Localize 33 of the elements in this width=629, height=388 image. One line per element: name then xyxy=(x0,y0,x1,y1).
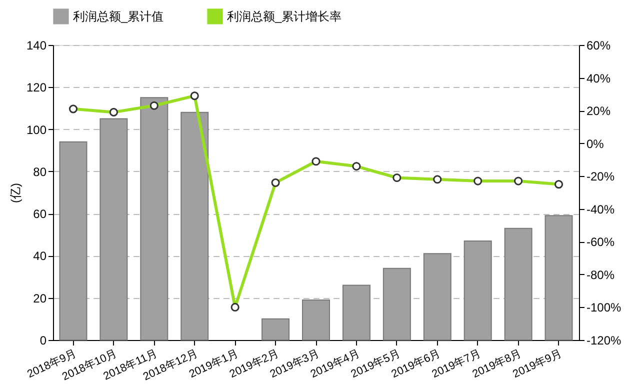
y-tick-label: 140 xyxy=(26,38,47,52)
y2-tick-label: 60% xyxy=(586,38,611,52)
y2-tick-label: -120% xyxy=(586,334,622,348)
bar xyxy=(59,141,88,340)
bar xyxy=(382,268,411,340)
y-tick-label: 80 xyxy=(33,164,47,179)
bar xyxy=(100,118,128,340)
bar xyxy=(262,318,290,340)
y2-tick-label: 20% xyxy=(586,104,611,118)
y-tick-label: 20 xyxy=(33,291,47,306)
y-axis-title: (亿) xyxy=(8,183,22,203)
y-tick-label: 40 xyxy=(33,249,47,264)
bar xyxy=(302,299,330,340)
legend-label: 利润总额_累计值 xyxy=(73,9,164,24)
y-tick-label: 120 xyxy=(26,80,47,95)
y2-tick-label: -80% xyxy=(586,268,615,282)
y-tick-label: 0 xyxy=(40,334,47,348)
bar xyxy=(544,215,573,340)
y2-tick-label: -20% xyxy=(586,170,615,184)
bar xyxy=(423,253,452,340)
bar xyxy=(140,97,168,340)
y2-tick-label: -100% xyxy=(586,300,622,315)
bar xyxy=(464,240,492,340)
y-tick-label: 100 xyxy=(26,122,47,137)
y2-tick-label: 0% xyxy=(586,136,604,151)
y-tick-label: 60 xyxy=(33,207,47,222)
legend-label: 利润总额_累计增长率 xyxy=(227,9,342,24)
y2-tick-label: 40% xyxy=(586,71,611,86)
bar xyxy=(504,228,532,340)
bar xyxy=(342,284,370,340)
bar xyxy=(180,112,209,340)
y2-tick-label: -40% xyxy=(586,202,615,216)
y2-tick-label: -60% xyxy=(586,235,615,250)
